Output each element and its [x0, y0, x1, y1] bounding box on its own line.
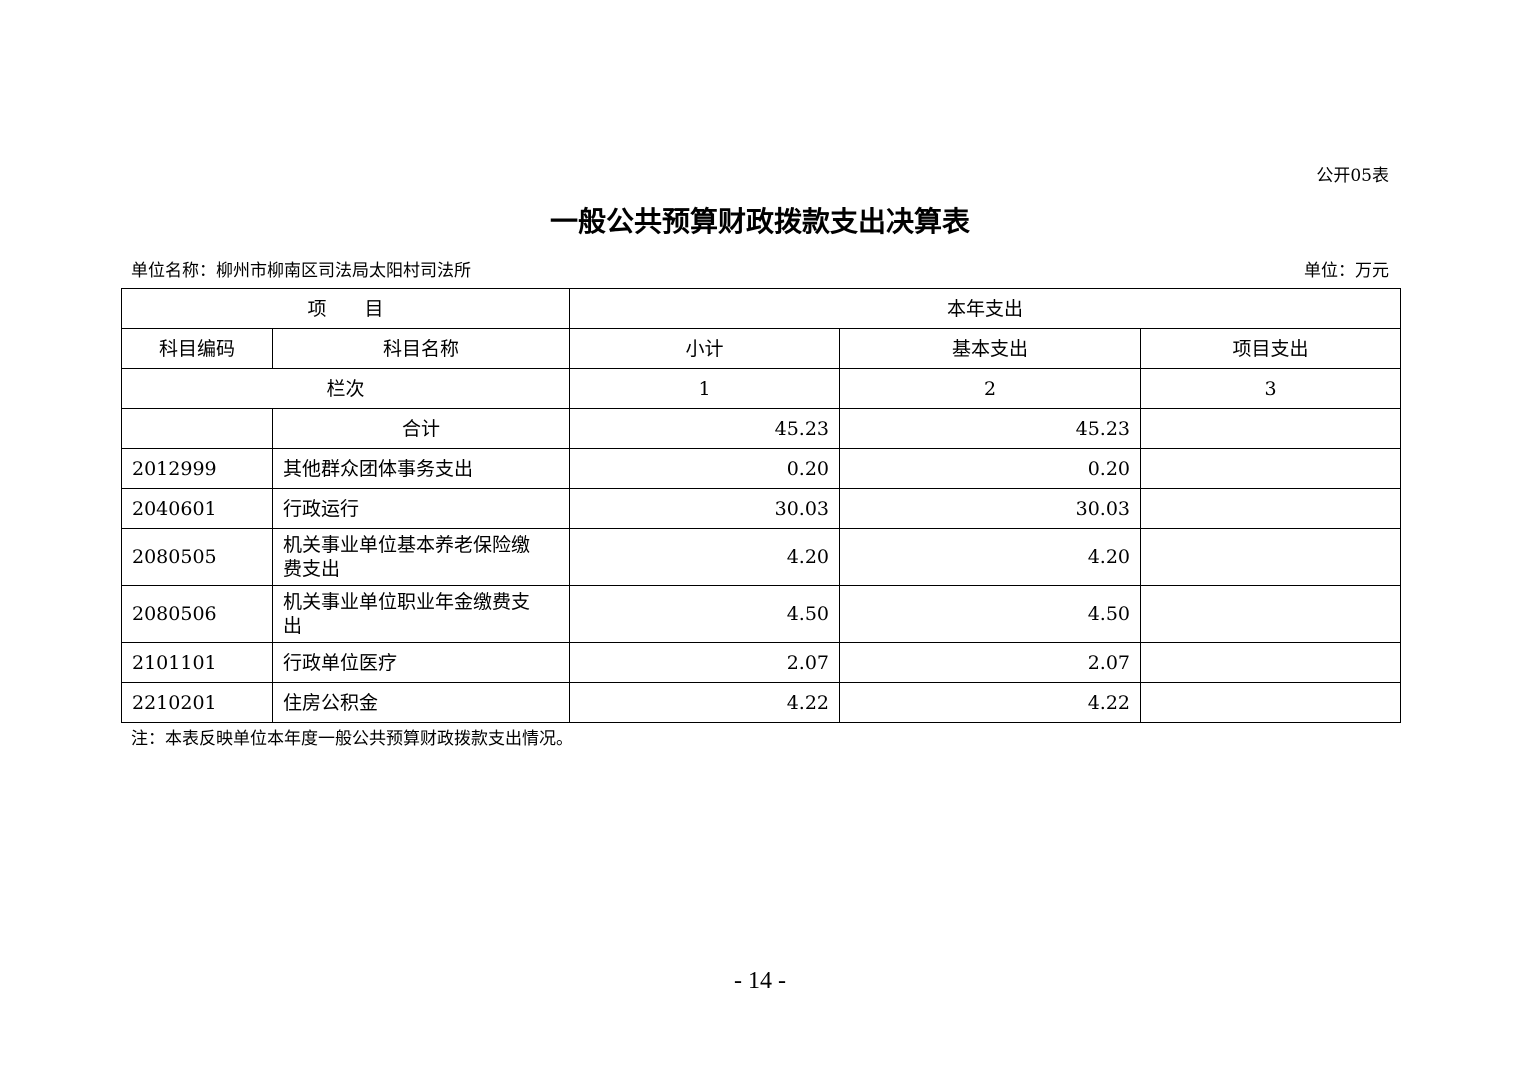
- row-basic: 30.03: [839, 488, 1142, 529]
- table-row: 2210201 住房公积金 4.22 4.22: [121, 682, 1402, 723]
- table-row: 2012999 其他群众团体事务支出 0.20 0.20: [121, 448, 1402, 489]
- table-row: 2080506 机关事业单位职业年金缴费支出 4.50 4.50: [121, 585, 1402, 643]
- column-header-row: 科目编码 科目名称 小计 基本支出 项目支出: [121, 328, 1402, 369]
- table-row: 2080505 机关事业单位基本养老保险缴费支出 4.20 4.20: [121, 528, 1402, 586]
- row-code: 2012999: [121, 448, 273, 489]
- row-project: [1140, 642, 1402, 683]
- row-project: [1140, 528, 1402, 586]
- row-name: 机关事业单位基本养老保险缴费支出: [271, 528, 571, 586]
- row-code: 2040601: [121, 488, 273, 529]
- index-3: 3: [1140, 368, 1402, 409]
- page-number: - 14 -: [734, 968, 786, 994]
- page-title: 一般公共预算财政拨款支出决算表: [549, 205, 970, 238]
- row-project: [1140, 488, 1402, 529]
- row-basic: 0.20: [839, 448, 1142, 489]
- expenditure-table: 项 目 本年支出 科目编码 科目名称 小计 基本支出 项目支出 栏次 1 2 3…: [120, 288, 1402, 723]
- row-name: 行政单位医疗: [271, 642, 571, 683]
- row-basic: 4.22: [839, 682, 1142, 723]
- row-code: 2101101: [121, 642, 273, 683]
- col-project: 项目支出: [1140, 328, 1402, 369]
- row-name: 其他群众团体事务支出: [271, 448, 571, 489]
- row-subtotal: 4.22: [569, 682, 841, 723]
- col-code: 科目编码: [121, 328, 273, 369]
- row-subtotal: 4.20: [569, 528, 841, 586]
- total-subtotal: 45.23: [569, 408, 841, 449]
- index-1: 1: [569, 368, 841, 409]
- header-year: 本年支出: [569, 288, 1402, 329]
- total-label: 合计: [271, 408, 571, 449]
- unit-label: 单位：万元: [1304, 261, 1389, 281]
- header-row: 项 目 本年支出: [120, 288, 1402, 329]
- row-project: [1140, 448, 1402, 489]
- row-code: 2080506: [121, 585, 273, 643]
- row-subtotal: 2.07: [569, 642, 841, 683]
- row-basic: 4.20: [839, 528, 1142, 586]
- row-code: 2080505: [121, 528, 273, 586]
- unit-name: 单位名称：柳州市柳南区司法局太阳村司法所: [131, 261, 471, 281]
- index-2: 2: [839, 368, 1142, 409]
- table-note: 注：本表反映单位本年度一般公共预算财政拨款支出情况。: [131, 729, 573, 749]
- index-row: 栏次 1 2 3: [120, 368, 1402, 409]
- total-basic: 45.23: [839, 408, 1142, 449]
- row-project: [1140, 585, 1402, 643]
- row-basic: 4.50: [839, 585, 1142, 643]
- header-item: 项 目: [120, 288, 571, 329]
- total-row: 合计 45.23 45.23: [121, 408, 1402, 449]
- row-code: 2210201: [121, 682, 273, 723]
- row-name: 行政运行: [271, 488, 571, 529]
- total-project: [1140, 408, 1402, 449]
- form-code: 公开05表: [1316, 166, 1389, 186]
- row-subtotal: 30.03: [569, 488, 841, 529]
- row-project: [1140, 682, 1402, 723]
- row-basic: 2.07: [839, 642, 1142, 683]
- index-label: 栏次: [120, 368, 571, 409]
- col-basic: 基本支出: [839, 328, 1142, 369]
- row-subtotal: 0.20: [569, 448, 841, 489]
- row-subtotal: 4.50: [569, 585, 841, 643]
- col-name: 科目名称: [271, 328, 571, 369]
- row-name: 机关事业单位职业年金缴费支出: [271, 585, 571, 643]
- table-row: 2040601 行政运行 30.03 30.03: [121, 488, 1402, 529]
- table-row: 2101101 行政单位医疗 2.07 2.07: [121, 642, 1402, 683]
- total-code: [121, 408, 273, 449]
- col-subtotal: 小计: [569, 328, 841, 369]
- row-name: 住房公积金: [271, 682, 571, 723]
